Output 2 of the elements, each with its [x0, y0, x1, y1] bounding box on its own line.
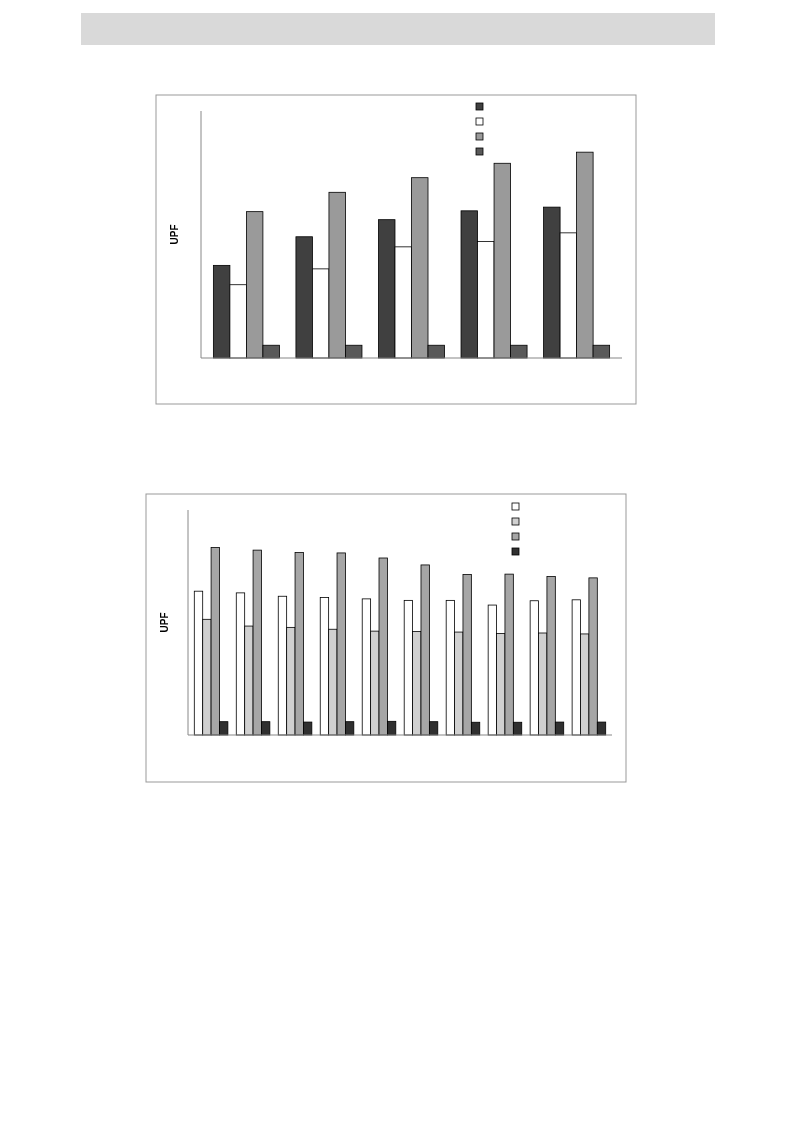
- y-axis-title: UPF: [159, 612, 170, 633]
- y-axis-title: UPF: [169, 224, 180, 245]
